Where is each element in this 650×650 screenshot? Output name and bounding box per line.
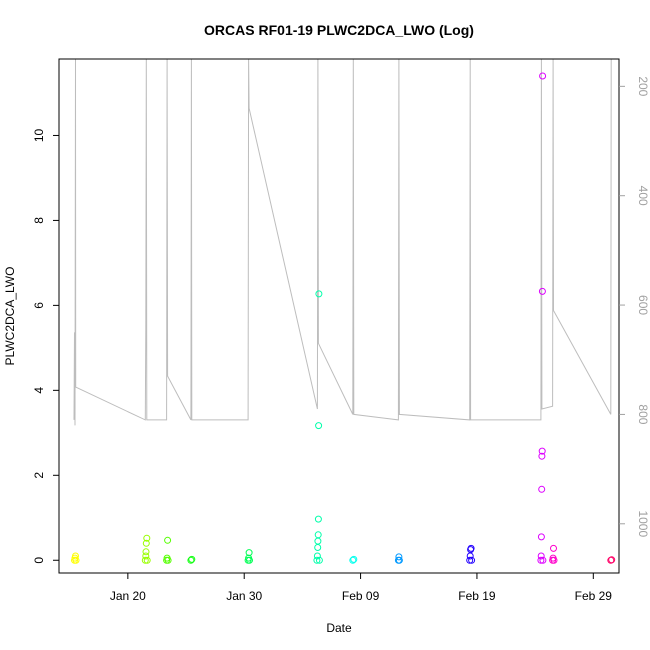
data-point — [313, 552, 321, 560]
y2-tick-label: 200 — [636, 76, 650, 96]
x-tick-label: Feb 19 — [458, 589, 496, 603]
data-point — [349, 556, 357, 564]
data-point — [315, 290, 323, 298]
data-point — [246, 556, 253, 564]
x-axis-label: Date — [326, 621, 352, 635]
data-point — [141, 556, 149, 564]
data-point — [72, 552, 79, 560]
data-point — [314, 537, 322, 545]
data-point — [314, 531, 322, 539]
data-point — [608, 556, 616, 564]
y-tick-label: 2 — [32, 472, 46, 479]
data-point — [142, 539, 150, 547]
data-point — [395, 553, 403, 561]
altitude-trace-layer — [73, 58, 612, 426]
data-point — [538, 287, 546, 295]
data-point — [550, 544, 557, 552]
data-point — [538, 485, 546, 493]
data-point — [315, 556, 323, 564]
chart-title: ORCAS RF01-19 PLWC2DCA_LWO (Log) — [204, 22, 474, 38]
data-point — [164, 536, 172, 544]
data-point — [245, 549, 253, 557]
data-point — [142, 552, 150, 560]
data-point — [143, 556, 151, 564]
y2-tick-label: 800 — [636, 404, 650, 424]
data-point — [468, 556, 476, 564]
data-point — [315, 422, 323, 430]
plot-frame — [58, 58, 620, 574]
y-tick-label: 0 — [32, 557, 46, 564]
data-point — [314, 515, 322, 523]
data-point — [539, 556, 547, 564]
data-point — [467, 544, 475, 552]
data-point — [550, 556, 558, 564]
y-tick-label: 6 — [32, 302, 46, 309]
y2-tick-label: 600 — [636, 295, 650, 315]
x-axis: Jan 20 Jan 30 Feb 09 Feb 19 Feb 29 — [110, 573, 612, 603]
data-point — [539, 72, 547, 80]
y-tick-label: 10 — [32, 128, 46, 142]
x-tick-label: Jan 20 — [110, 589, 146, 603]
altitude-trace-line — [73, 58, 612, 426]
data-point — [395, 556, 403, 564]
data-point — [537, 533, 545, 541]
y-tick-label: 8 — [32, 217, 46, 224]
y-tick-label: 4 — [32, 387, 46, 394]
x-tick-label: Jan 30 — [226, 589, 262, 603]
data-point — [537, 552, 545, 560]
data-point — [164, 556, 172, 564]
data-points-layer — [71, 72, 616, 564]
data-point — [72, 556, 80, 564]
data-point — [538, 447, 546, 455]
y2-tick-label: 400 — [636, 186, 650, 206]
y2-tick-label: 1000 — [636, 510, 650, 537]
data-point — [350, 555, 358, 563]
data-point — [314, 544, 322, 551]
data-point — [187, 556, 195, 564]
data-point — [142, 548, 150, 556]
data-point — [537, 556, 545, 564]
data-point — [188, 555, 196, 563]
y-axis: 0 2 4 6 8 10 — [32, 128, 59, 564]
data-point — [313, 556, 321, 564]
y-axis-right: 200 400 600 800 1000 — [619, 76, 650, 537]
y-axis-label: PLWC2DCA_LWO — [3, 267, 17, 366]
x-tick-label: Feb 29 — [575, 589, 613, 603]
data-point — [143, 534, 151, 542]
data-point — [466, 556, 474, 564]
x-tick-label: Feb 09 — [342, 589, 380, 603]
data-point — [538, 452, 546, 460]
